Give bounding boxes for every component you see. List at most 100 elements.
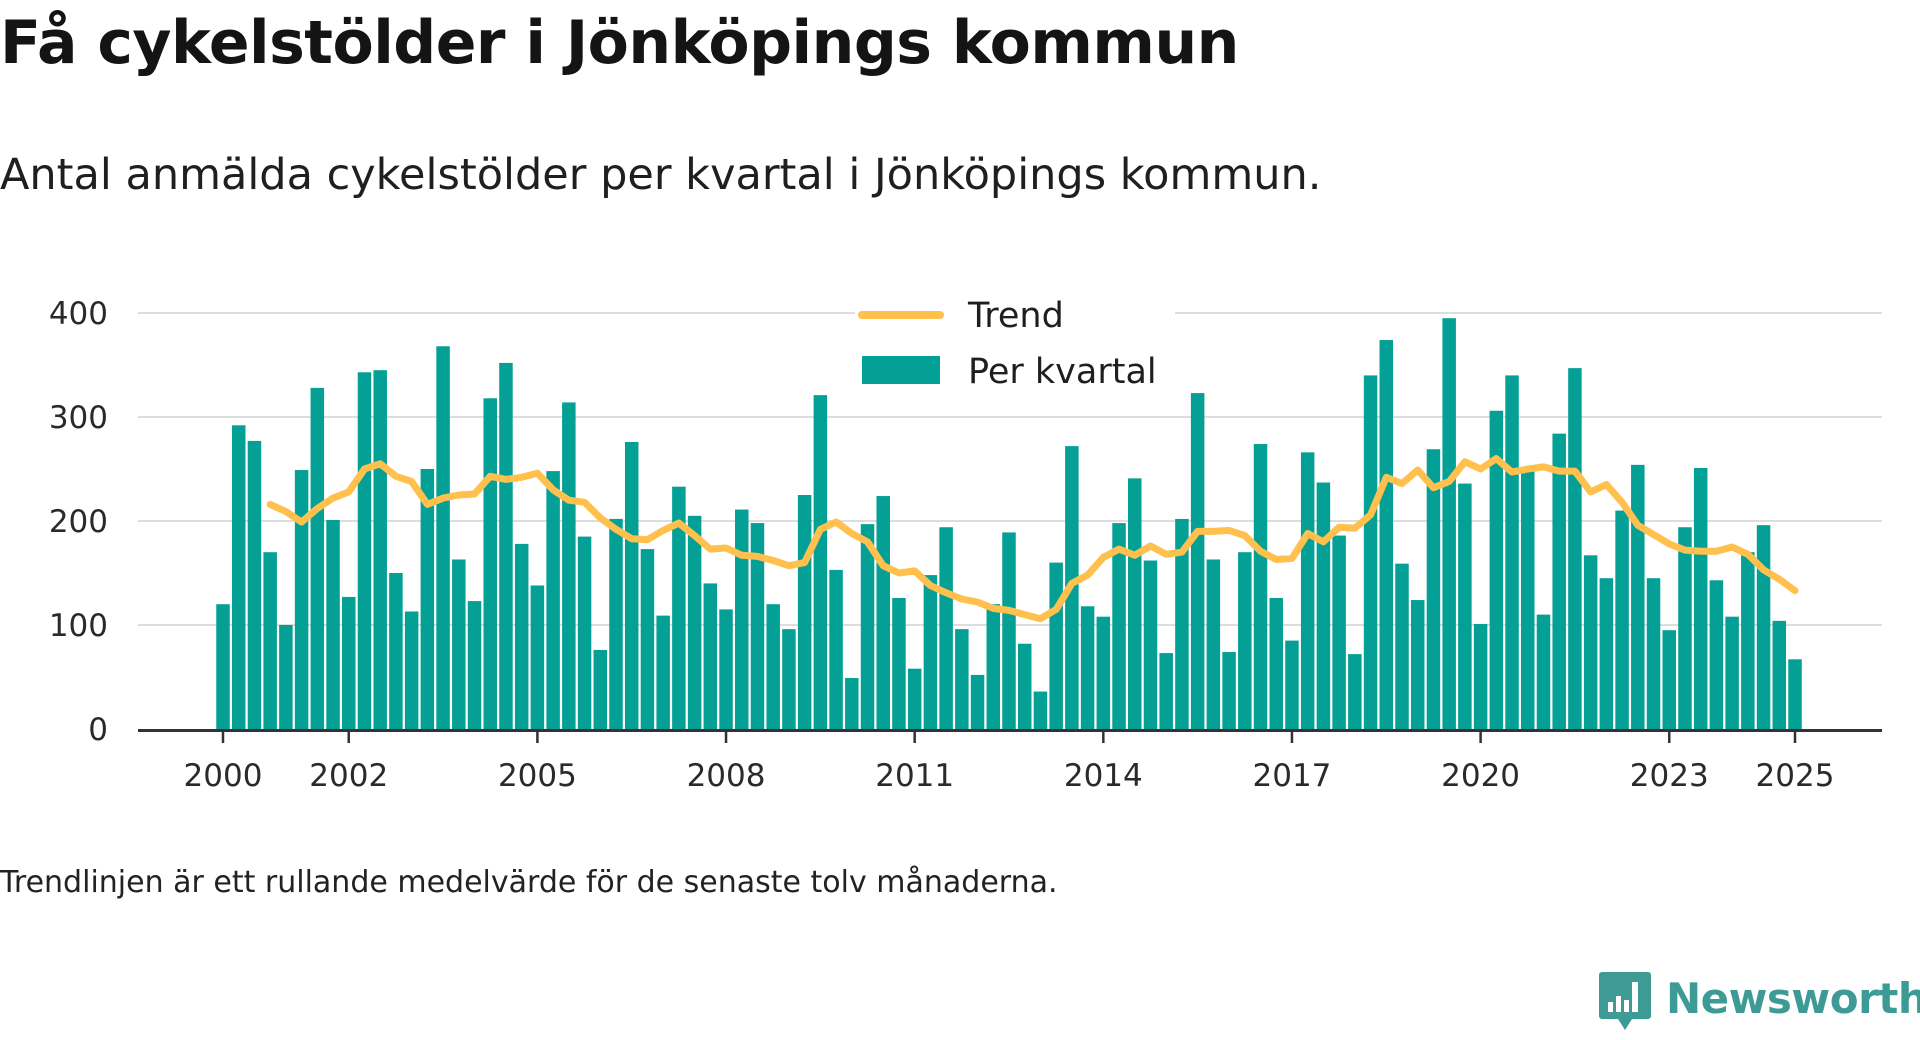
x-tick-label: 2005: [498, 758, 577, 794]
bar: [420, 469, 435, 729]
bar: [1552, 433, 1566, 729]
bar: [546, 471, 560, 729]
bar: [955, 629, 969, 729]
bar: [986, 604, 1001, 729]
bar: [1583, 555, 1598, 729]
bar: [279, 625, 293, 729]
bar: [624, 441, 639, 729]
bar: [1410, 600, 1425, 729]
bar: [1756, 525, 1771, 729]
bar: [687, 515, 702, 729]
bar: [1599, 578, 1614, 729]
bar: [892, 597, 906, 729]
bar: [404, 611, 419, 729]
bar: [1080, 606, 1095, 729]
bar: [310, 387, 325, 729]
bar: [860, 524, 875, 729]
bar: [1128, 478, 1142, 729]
x-tick-label: 2025: [1756, 758, 1835, 794]
bar: [1505, 375, 1519, 729]
bar: [1316, 482, 1331, 729]
bar: [1017, 643, 1032, 729]
bar: [263, 552, 277, 729]
bar: [1206, 559, 1221, 729]
bar: [1709, 580, 1724, 729]
bar: [1190, 393, 1205, 729]
bar: [247, 440, 262, 729]
bar: [562, 402, 576, 729]
x-tick-label: 2020: [1441, 758, 1520, 794]
bar: [1175, 518, 1189, 729]
bar: [1300, 452, 1315, 729]
bar: [1159, 653, 1173, 729]
x-axis-ticks: 2000 2002 2005 2008 2011 2014 2017 2020 2023 2025: [184, 730, 1835, 794]
bar: [766, 604, 780, 729]
bar: [231, 425, 246, 729]
bar: [373, 370, 387, 729]
bar: [483, 398, 497, 729]
bar: [593, 649, 608, 729]
bar: [1348, 654, 1362, 729]
bar: [923, 575, 938, 729]
bar: [703, 583, 718, 729]
y-tick-label: 100: [49, 608, 108, 644]
bar: [656, 615, 670, 729]
bar: [389, 573, 403, 729]
bar: [1395, 563, 1409, 729]
y-tick-label: 400: [49, 296, 108, 332]
bar: [640, 549, 655, 729]
bar: [342, 596, 356, 729]
bar: [907, 668, 922, 729]
bar: [1269, 597, 1283, 729]
bar: [1033, 691, 1048, 729]
bar: [829, 569, 843, 729]
bar: [750, 523, 765, 729]
bar: [1646, 578, 1661, 729]
bar: [782, 629, 796, 729]
bar: [1521, 469, 1535, 729]
bar: [467, 601, 482, 729]
y-tick-label: 300: [49, 400, 108, 436]
x-tick-label: 2000: [184, 758, 263, 794]
bar: [514, 543, 529, 729]
bar: [813, 395, 828, 729]
newsworthy-brand-name: Newsworthy: [1666, 974, 1920, 1023]
bar: [845, 678, 859, 729]
bar: [1096, 616, 1111, 729]
legend-bar-label: Per kvartal: [968, 352, 1157, 392]
newsworthy-logo: Newsworthy: [1598, 970, 1920, 1040]
bar: [1615, 510, 1629, 729]
bar: [876, 496, 890, 729]
bar: [1112, 523, 1126, 729]
bar: [1363, 375, 1378, 729]
chart-title: Få cykelstölder i Jönköpings kommun: [0, 8, 1239, 78]
bar: [970, 674, 985, 729]
bar: [797, 495, 812, 729]
bar: [1332, 535, 1346, 729]
trend-line: [266, 455, 1799, 623]
bar: [1662, 630, 1676, 729]
bar: [326, 519, 340, 729]
bar: [1741, 552, 1755, 729]
legend-trend-label: Trend: [967, 296, 1064, 336]
bar: [939, 527, 953, 729]
bar: [609, 518, 623, 729]
bar: [1568, 368, 1582, 729]
bar: [1473, 623, 1488, 729]
footnote: Trendlinjen är ett rullande medelvärde f…: [0, 865, 1058, 900]
bar: [672, 486, 686, 729]
bar: [357, 372, 372, 729]
y-tick-label: 0: [88, 712, 108, 748]
bar: [735, 509, 749, 729]
bar: [1238, 552, 1252, 729]
bar: [1222, 652, 1236, 729]
bar: [1693, 467, 1708, 729]
newsworthy-logo-icon: [1599, 972, 1651, 1030]
bar: [1253, 444, 1268, 729]
bar: [1285, 640, 1299, 729]
legend-bar-swatch: [862, 356, 940, 384]
bar: [1725, 616, 1739, 729]
bar: [294, 470, 309, 729]
bar: [1442, 318, 1456, 729]
